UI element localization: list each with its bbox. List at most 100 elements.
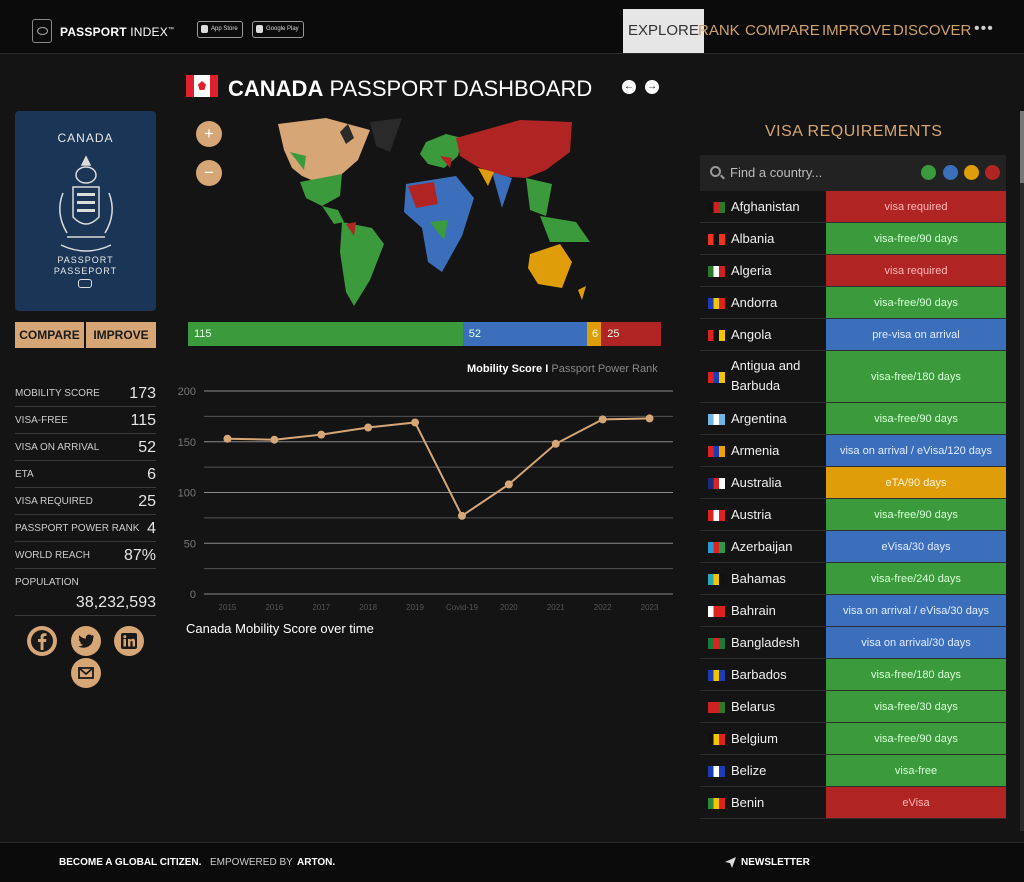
mobility-score-point[interactable] [457,511,466,520]
visa-row[interactable]: Belize visa-free [700,755,1006,787]
twitter-icon[interactable] [71,626,101,656]
country-name[interactable]: Antigua and Barbuda [731,358,801,393]
visa-filter-dot[interactable] [943,165,958,180]
visa-row[interactable]: Barbados visa-free/180 days [700,659,1006,691]
country-flag-icon [708,297,725,309]
stat-label: PASSPORT POWER RANK [15,523,140,534]
country-name[interactable]: Belarus [731,699,776,714]
country-name[interactable]: Belgium [731,731,778,746]
app-store-badge[interactable]: App Store [197,21,243,38]
facebook-icon[interactable] [27,626,57,656]
map-australia[interactable] [528,244,586,300]
previous-country-button[interactable]: ← [622,80,636,94]
visa-row[interactable]: Antigua and Barbuda visa-free/180 days [700,351,1006,403]
mobility-score-point[interactable] [551,439,560,448]
visa-row[interactable]: Benin eVisa [700,787,1006,819]
country-name[interactable]: Belize [731,763,767,778]
visa-row[interactable]: Bahamas visa-free/240 days [700,563,1006,595]
country-name[interactable]: Algeria [731,263,772,278]
country-name[interactable]: Australia [731,475,782,490]
visa-row[interactable]: Andorra visa-free/90 days [700,287,1006,319]
biometric-chip-icon [78,279,92,288]
country-name[interactable]: Austria [731,507,772,522]
mobility-bar-segment[interactable]: 115 [188,322,463,346]
map-north-america[interactable] [278,118,402,224]
newsletter-link[interactable]: NEWSLETTER [741,857,810,868]
mobility-bar-segment[interactable]: 6 [586,322,602,346]
country-name[interactable]: Argentina [731,411,787,426]
passport-line-fr: PASSEPORT [53,266,118,276]
visa-row[interactable]: Bahrain visa on arrival / eVisa/30 days [700,595,1006,627]
improve-button[interactable]: IMPROVE [86,322,156,348]
country-name[interactable]: Angola [731,327,772,342]
footer-arton-link[interactable]: ARTON. [297,857,336,868]
google-play-badge[interactable]: Google Play [252,21,304,38]
mail-icon[interactable] [71,658,101,688]
search-input[interactable]: Find a country... [730,165,823,180]
visa-filter-dot[interactable] [985,165,1000,180]
zoom-in-button[interactable]: + [196,121,222,147]
visa-filter-dot[interactable] [921,165,936,180]
mobility-bar-segment[interactable]: 25 [601,322,661,346]
mobility-score-point[interactable] [223,434,232,443]
mobility-score-point[interactable] [270,435,279,444]
brand-name[interactable]: PASSPORT INDEX™ [60,25,175,39]
map-europe[interactable] [420,134,462,168]
world-map[interactable] [230,112,610,312]
linkedin-icon[interactable] [114,626,144,656]
next-country-button[interactable]: → [645,80,659,94]
visa-row[interactable]: Bangladesh visa on arrival/30 days [700,627,1006,659]
nav-explore[interactable]: EXPLORE [623,9,704,53]
visa-row[interactable]: Austria visa-free/90 days [700,499,1006,531]
mobility-bar-segment[interactable]: 52 [462,322,587,346]
footer-global-citizen[interactable]: BECOME A GLOBAL CITIZEN. [59,857,202,868]
passport-index-logo-icon[interactable] [32,19,52,43]
visa-row[interactable]: Afghanistan visa required [700,191,1006,223]
zoom-out-button[interactable]: − [196,160,222,186]
country-name[interactable]: Benin [731,795,765,810]
map-asia[interactable] [456,120,590,242]
mobility-score-point[interactable] [504,480,513,489]
stat-value: 6 [147,466,156,483]
scrollbar-track[interactable] [1020,111,1024,831]
country-name[interactable]: Bahamas [731,571,786,586]
tab-passport-power-rank[interactable]: Passport Power Rank [551,363,658,375]
mobility-score-point[interactable] [364,423,373,432]
y-tick-label: 150 [178,437,196,449]
country-name[interactable]: Bangladesh [731,635,800,650]
visa-row[interactable]: Albania visa-free/90 days [700,223,1006,255]
visa-row[interactable]: Argentina visa-free/90 days [700,403,1006,435]
country-name[interactable]: Afghanistan [731,199,800,214]
mobility-score-point[interactable] [598,415,607,424]
country-name[interactable]: Armenia [731,443,780,458]
compare-button[interactable]: COMPARE [15,322,84,348]
visa-row[interactable]: Angola pre-visa on arrival [700,319,1006,351]
scrollbar-thumb[interactable] [1020,111,1024,183]
nav-compare[interactable]: COMPARE [745,22,820,39]
nav-improve[interactable]: IMPROVE [822,22,892,39]
nav-discover[interactable]: DISCOVER [893,22,972,39]
visa-row[interactable]: Azerbaijan eVisa/30 days [700,531,1006,563]
visa-row[interactable]: Belarus visa-free/30 days [700,691,1006,723]
nav-rank[interactable]: RANK [698,22,740,39]
passport-country-text: CANADA [57,131,114,145]
visa-row[interactable]: Belgium visa-free/90 days [700,723,1006,755]
visa-row[interactable]: Australia eTA/90 days [700,467,1006,499]
visa-row[interactable]: Armenia visa on arrival / eVisa/120 days [700,435,1006,467]
country-name[interactable]: Barbados [731,667,787,682]
country-flag-icon [708,233,725,245]
mobility-score-point[interactable] [411,418,420,427]
country-name[interactable]: Andorra [731,295,778,310]
map-south-america[interactable] [340,222,384,306]
visa-filter-dot[interactable] [964,165,979,180]
tab-mobility-score[interactable]: Mobility Score [467,363,543,375]
country-name[interactable]: Albania [731,231,775,246]
more-menu-icon[interactable]: ••• [974,20,994,37]
mobility-score-point[interactable] [317,430,326,439]
country-name[interactable]: Bahrain [731,603,776,618]
mobility-score-point[interactable] [645,414,654,423]
visa-row[interactable]: Algeria visa required [700,255,1006,287]
y-tick-label: 0 [190,589,196,601]
country-name[interactable]: Azerbaijan [731,539,793,554]
map-africa[interactable] [404,176,474,272]
